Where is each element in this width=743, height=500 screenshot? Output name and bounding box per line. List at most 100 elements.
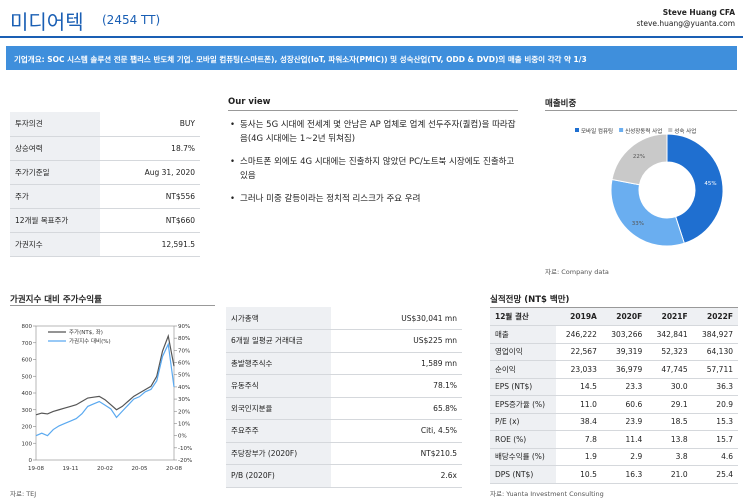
slice-label: 45% [704,181,716,187]
cell: 342,841 [647,325,693,344]
table-row: 외국인지분율 65.8% [226,397,462,420]
cell: 16.3 [601,465,648,484]
legend-label: 가권지수 대비(%) [69,337,111,345]
table-row: 배당수익률 (%) 1.9 2.9 3.8 4.6 [490,448,738,466]
header-rule [0,36,743,38]
y-tick-label: 300 [22,408,33,414]
table-row: 가권지수 12,591.5 [10,232,200,257]
row-label: 가권지수 [10,232,100,257]
row-value: 18.7% [100,136,200,161]
row-value: NT$210.5 [331,442,462,465]
summary: 기업개요: SOC 시스템 솔루션 전문 팹리스 반도체 기업. 모바일 컴퓨팅… [14,55,587,64]
cell: 36,979 [601,360,648,379]
cell: 22,567 [556,343,602,361]
investment-table: 투자의견 BUY 상승여력 18.7% 주가기준일 Aug 31, 2020 주가 NT$55… [10,112,200,257]
row-label: 영업이익 [490,343,557,361]
cell: 23,033 [556,360,602,379]
cell: 303,266 [601,325,648,344]
y-tick-label: 700 [22,341,33,347]
y2-tick-label: 0% [178,434,187,440]
row-label: EPS (NT$) [490,378,557,396]
legend-swatch [575,128,579,132]
row-label: 주가 [10,184,100,209]
y2-tick-label: -20% [178,458,192,464]
analyst: Steve Huang CFA [662,8,735,17]
source: 자료: Yuanta Investment Consulting [490,490,604,498]
cell: 36.3 [692,378,738,396]
row-label: 시가총액 [226,307,331,330]
y2-tick-label: 60% [178,361,190,367]
row-value: NT$660 [100,208,200,233]
cell: 47,745 [647,360,693,379]
donut-slice [611,133,668,186]
row-value: BUY [100,112,200,137]
plot-frame [35,325,175,461]
y2-tick-label: 90% [178,324,190,330]
series-line [35,333,175,416]
cell: 38.4 [556,413,602,431]
row-value: 12,591.5 [100,232,200,257]
x-tick-label: 20-05 [132,466,148,472]
row-label: DPS (NT$) [490,465,557,484]
table-row: 주가기준일 Aug 31, 2020 [10,160,200,185]
row-value: NT$556 [100,184,200,209]
cell: 4.6 [692,448,738,466]
table-row: 6개월 일평균 거래대금 US$225 mn [226,329,462,353]
table-row: P/B (2020F) 2.6x [226,464,462,488]
cell: 21.0 [647,465,693,484]
bullets: • 동사는 5G 시대에 전세계 몇 안남은 AP 업체로 업계 선두주자(퀄컴)… [228,118,518,215]
table-row: 주가 NT$556 [10,184,200,209]
email: steve.huang@yuanta.com [636,19,736,28]
slice-label: 22% [633,154,645,160]
bullet-text: 동사는 5G 시대에 전세계 몇 안남은 AP 업체로 업계 선두주자(퀄컴)을… [240,120,516,144]
y2-tick-label: 20% [178,409,190,415]
y-tick-label: 600 [22,358,33,364]
y2-tick-label: 80% [178,336,190,342]
table-row: P/E (x) 38.4 23.9 18.5 15.3 [490,413,738,431]
our-view-title: Our view [228,97,271,107]
x-tick-label: 19-11 [63,466,79,472]
donut-chart: 모바일 컴퓨팅 신성장동력 사업 성숙 사업 45% 33% 22% [575,127,724,247]
bullet-item: • 스마트폰 외에도 4G 시대에는 진출하지 않았던 PC/노트북 시장에도 진… [228,155,518,183]
cell: 3.8 [647,448,693,466]
bullet-text: 그러나 미중 갈등이라는 정치적 리스크가 주요 우려 [240,194,421,204]
row-label: 외국인지분율 [226,397,331,420]
source: 자료: TEJ [10,490,37,498]
y-tick-label: 400 [22,391,33,397]
y2-tick-label: 10% [178,421,190,427]
y2-tick-label: 40% [178,385,190,391]
header-cell: 12월 결산 [490,307,557,326]
legend-swatch [619,128,624,132]
row-label: 상승여력 [10,136,100,161]
row-value: 2.6x [331,464,462,488]
cell: 30.0 [647,378,693,396]
table-row: 시가총액 US$30,041 mn [226,307,462,330]
cell: 14.5 [556,378,602,396]
legend-swatch [668,128,673,132]
source: 자료: Company data [545,268,609,276]
y2-tick-label: 70% [178,348,190,354]
row-value: 1,589 mn [331,352,462,375]
x-tick-label: 20-02 [97,466,113,472]
legend-label: 성숙 사업 [674,127,696,135]
y-tick-label: 500 [22,374,33,380]
row-label: 배당수익률 (%) [490,448,557,466]
row-value: US$30,041 mn [331,307,462,330]
table-row: EPS (NT$) 14.5 23.3 30.0 36.3 [490,378,738,396]
forecast-title: 실적전망 (NT$ 백만) [490,295,570,305]
table-row: 투자의견 BUY [10,112,200,137]
donut-slice [666,133,724,244]
cell: 52,323 [647,343,693,361]
y-tick-label: 800 [22,324,33,330]
cell: 11.0 [556,395,602,414]
cell: 23.9 [601,413,648,431]
market-table: 시가총액 US$30,041 mn 6개월 일평균 거래대금 US$225 mn 총발행… [226,307,462,488]
row-label: EPS증가율 (%) [490,395,557,414]
ticker: (2454 TT) [102,13,161,27]
summary-bar [6,46,737,70]
x-tick-label: 20-08 [166,466,182,472]
row-label: 주당장부가 (2020F) [226,442,331,465]
row-label: 주요주주 [226,419,331,443]
row-value: 78.1% [331,374,462,398]
table-row: 총발행주식수 1,589 mn [226,352,462,375]
